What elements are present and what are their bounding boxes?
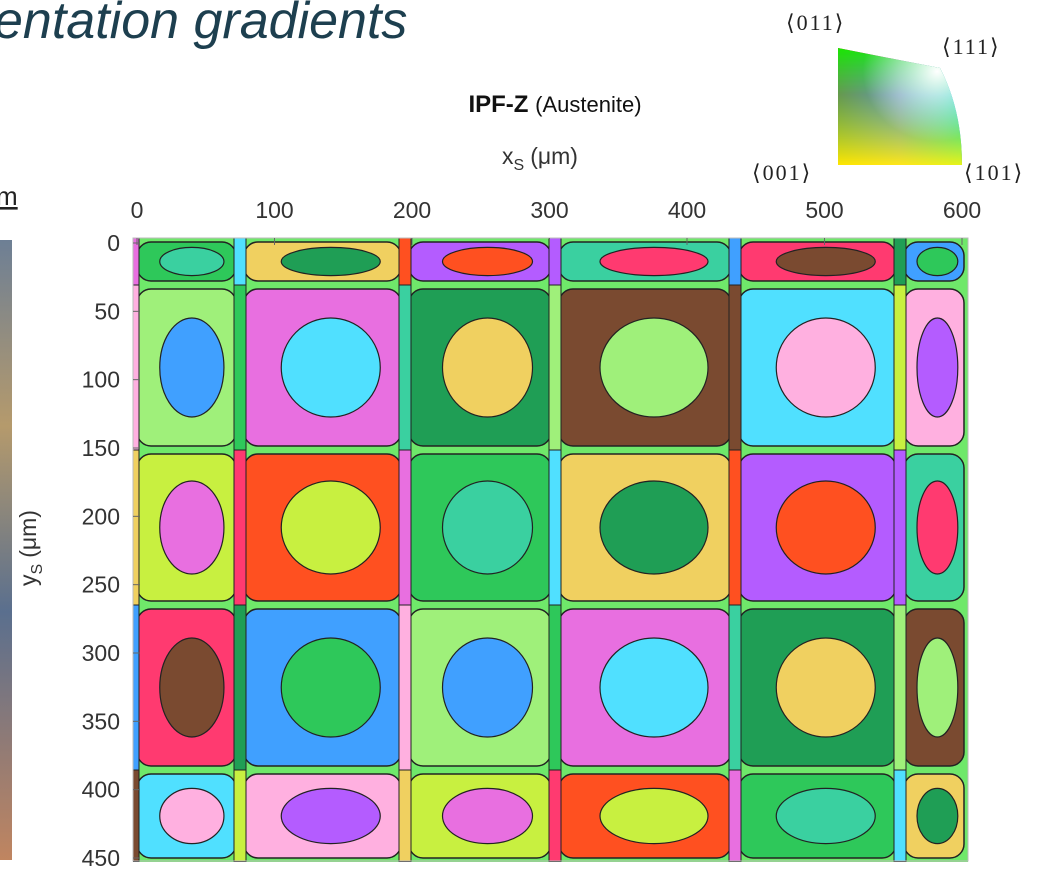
grain-boundary bbox=[729, 285, 741, 450]
y-tick-label: 250 bbox=[82, 572, 120, 598]
grain bbox=[776, 247, 875, 275]
grain bbox=[776, 481, 875, 574]
y-tick-label: 150 bbox=[82, 435, 120, 461]
x-unit: (μm) bbox=[530, 143, 578, 169]
grain bbox=[281, 481, 380, 574]
key-101: ⟨101⟩ bbox=[964, 160, 1024, 185]
grain-boundary bbox=[399, 238, 411, 285]
grain bbox=[776, 638, 875, 737]
grain-boundary bbox=[399, 450, 411, 605]
grain bbox=[160, 318, 224, 417]
x-tick-label: 100 bbox=[255, 197, 293, 223]
grain-boundary bbox=[729, 450, 741, 605]
slide: entation gradients m IPF-Z (Austenite) x… bbox=[0, 0, 1053, 869]
grain-boundary bbox=[234, 450, 246, 605]
grain-boundary bbox=[729, 238, 741, 285]
ipf-key: ⟨011⟩ ⟨111⟩ ⟨001⟩ ⟨101⟩ bbox=[752, 10, 1024, 185]
grain bbox=[443, 318, 533, 417]
y-tick-label: 350 bbox=[82, 708, 120, 734]
grain-boundary bbox=[549, 605, 561, 770]
grain bbox=[160, 247, 224, 275]
y-subscript: S bbox=[29, 564, 46, 575]
grain bbox=[160, 788, 224, 843]
grain bbox=[600, 318, 708, 417]
grain bbox=[917, 247, 958, 275]
grain bbox=[917, 318, 958, 417]
grain-boundary bbox=[399, 605, 411, 770]
grain bbox=[281, 638, 380, 737]
grain-boundary bbox=[549, 770, 561, 862]
x-tick-label: 200 bbox=[393, 197, 431, 223]
ebsd-map bbox=[127, 238, 968, 862]
grain bbox=[160, 481, 224, 574]
grain-boundary bbox=[399, 770, 411, 862]
key-001: ⟨001⟩ bbox=[752, 160, 812, 185]
grain-boundary bbox=[894, 238, 906, 285]
grain bbox=[443, 247, 533, 275]
grain-boundary bbox=[234, 770, 246, 862]
y-tick-label: 450 bbox=[82, 845, 120, 869]
grain bbox=[917, 481, 958, 574]
grain bbox=[443, 788, 533, 843]
y-tick-label: 200 bbox=[82, 503, 120, 529]
y-symbol: y bbox=[15, 574, 41, 586]
grain-boundary bbox=[549, 238, 561, 285]
grain bbox=[281, 247, 380, 275]
x-tick-label: 500 bbox=[805, 197, 843, 223]
grain bbox=[917, 788, 958, 843]
grain bbox=[600, 638, 708, 737]
slide-title: entation gradients bbox=[0, 0, 407, 50]
grain-boundary bbox=[729, 770, 741, 862]
x-tick-label: 0 bbox=[131, 197, 144, 223]
photo-strip bbox=[0, 240, 12, 860]
side-label: m bbox=[0, 181, 18, 211]
grain bbox=[281, 788, 380, 843]
grain bbox=[443, 638, 533, 737]
grain-boundary bbox=[234, 285, 246, 450]
grain bbox=[281, 318, 380, 417]
x-axis-label: xS (μm) bbox=[502, 143, 578, 174]
grain bbox=[917, 638, 958, 737]
x-symbol: x bbox=[502, 143, 514, 169]
y-tick-label: 0 bbox=[107, 230, 120, 256]
grain bbox=[160, 638, 224, 737]
grain-boundary bbox=[894, 605, 906, 770]
grain bbox=[443, 481, 533, 574]
y-tick-label: 300 bbox=[82, 640, 120, 666]
grain-boundary bbox=[894, 450, 906, 605]
grain bbox=[600, 481, 708, 574]
grain bbox=[600, 788, 708, 843]
x-tick-label: 300 bbox=[530, 197, 568, 223]
grain-boundary bbox=[234, 605, 246, 770]
x-tick-label: 400 bbox=[668, 197, 706, 223]
y-tick-label: 400 bbox=[82, 777, 120, 803]
figure-title: IPF-Z (Austenite) bbox=[468, 91, 641, 118]
y-axis-label: yS (μm) bbox=[15, 510, 46, 586]
grain-boundary bbox=[549, 285, 561, 450]
grain-boundary bbox=[234, 238, 246, 285]
key-white bbox=[838, 48, 962, 165]
y-tick-label: 50 bbox=[94, 298, 120, 324]
title-bold: IPF-Z bbox=[468, 91, 528, 118]
y-tick-label: 100 bbox=[82, 367, 120, 393]
key-111: ⟨111⟩ bbox=[942, 34, 1001, 59]
x-tick-label: 600 bbox=[943, 197, 981, 223]
grain-boundary bbox=[894, 770, 906, 862]
grain bbox=[776, 318, 875, 417]
key-011: ⟨011⟩ bbox=[786, 10, 845, 35]
grain-boundary bbox=[549, 450, 561, 605]
x-subscript: S bbox=[514, 157, 525, 174]
grain-boundary bbox=[729, 605, 741, 770]
grain bbox=[600, 247, 708, 275]
y-unit: (μm) bbox=[15, 510, 41, 558]
grain-boundary bbox=[399, 285, 411, 450]
grain bbox=[776, 788, 875, 843]
grain-boundary bbox=[894, 285, 906, 450]
title-phase: (Austenite) bbox=[535, 92, 641, 117]
